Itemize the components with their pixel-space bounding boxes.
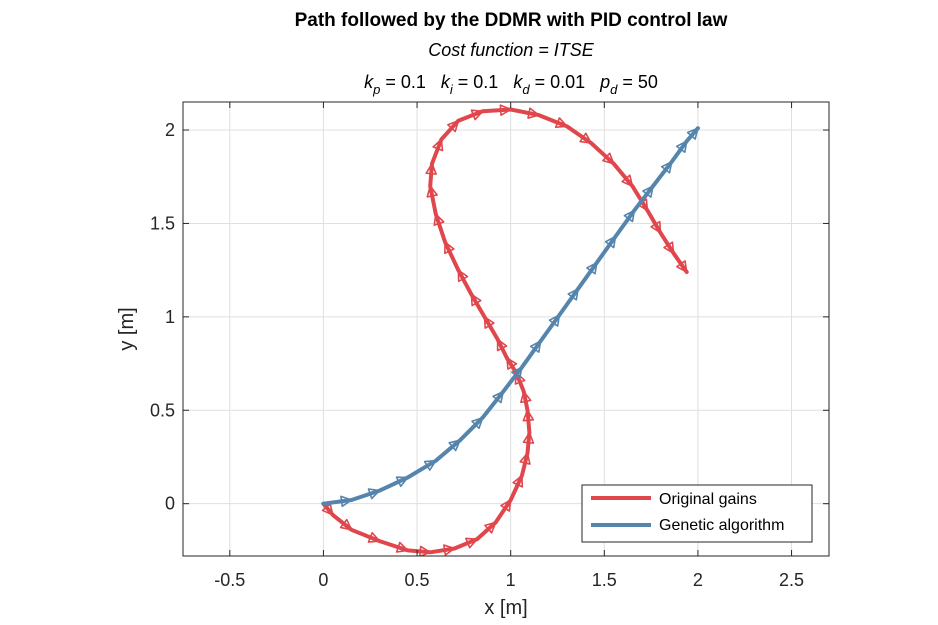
series-point-genetic-algorithm xyxy=(511,366,523,380)
series-point-original-gains xyxy=(470,109,484,121)
series-point-genetic-algorithm xyxy=(395,476,409,488)
chart-title: Path followed by the DDMR with PID contr… xyxy=(295,10,728,31)
x-tick-label: 2.5 xyxy=(779,570,804,590)
x-tick-label: 0.5 xyxy=(405,570,430,590)
series-point-original-gains xyxy=(425,162,437,175)
series-point-original-gains xyxy=(444,241,455,255)
series-point-genetic-algorithm xyxy=(340,495,353,508)
series-point-original-gains xyxy=(499,104,512,116)
plot-frame xyxy=(182,101,830,557)
series-point-genetic-algorithm xyxy=(448,439,461,452)
x-tick-label: 1 xyxy=(506,570,516,590)
series-point-genetic-algorithm xyxy=(492,390,505,404)
series-point-original-gains xyxy=(522,431,535,444)
y-tick-label: 0 xyxy=(165,494,175,514)
series-point-genetic-algorithm xyxy=(529,340,542,353)
param-gap xyxy=(426,72,441,92)
y-tick-label: 1.5 xyxy=(150,213,175,233)
series-point-genetic-algorithm xyxy=(567,287,579,301)
series-point-original-gains xyxy=(321,503,334,516)
series-point-original-gains xyxy=(483,316,495,329)
series-point-original-gains xyxy=(663,241,675,255)
series-point-original-gains xyxy=(519,452,531,465)
series-point-genetic-algorithm xyxy=(660,161,673,174)
param-subscript: p xyxy=(372,82,380,97)
y-tick-label: 0.5 xyxy=(150,400,175,420)
param-value: = 0.1 xyxy=(453,72,499,92)
series-point-original-gains xyxy=(496,338,508,352)
series-point-original-gains xyxy=(447,119,460,133)
y-axis-label: y [m] xyxy=(116,307,138,350)
x-tick-label: -0.5 xyxy=(214,570,245,590)
series-line-original-gains xyxy=(321,107,689,555)
legend: Original gains Genetic algorithm xyxy=(581,484,813,543)
series-point-original-gains xyxy=(512,474,524,488)
series-point-original-gains xyxy=(484,521,497,534)
series-point-original-gains xyxy=(367,531,381,543)
x-axis-label: x [m] xyxy=(484,597,527,619)
y-tick-label: 2 xyxy=(165,120,175,140)
chart-subtitle: Cost function = ITSE xyxy=(428,40,595,60)
series-point-original-gains xyxy=(602,152,615,165)
series-point-original-gains xyxy=(433,213,445,226)
series-point-original-gains xyxy=(554,117,568,129)
plot-area xyxy=(183,102,829,556)
series-point-genetic-algorithm xyxy=(686,127,699,140)
y-tick-label: 1 xyxy=(165,307,175,327)
series-point-original-gains xyxy=(443,544,456,556)
series-point-genetic-algorithm xyxy=(623,209,636,223)
series-point-genetic-algorithm xyxy=(675,140,688,154)
series-point-original-gains xyxy=(522,409,535,422)
ticks: -0.5 0 0.5 1 1.5 2 2.5 0 0.5 1 1.5 2 xyxy=(150,102,829,590)
series-point-genetic-algorithm xyxy=(423,459,437,471)
series-point-original-gains xyxy=(506,357,518,370)
series-point-original-gains xyxy=(339,518,353,531)
series-point-original-gains xyxy=(419,545,432,556)
param-symbol: k xyxy=(513,72,523,92)
param-gap xyxy=(585,72,600,92)
series-group xyxy=(321,104,700,556)
series-point-original-gains xyxy=(621,174,634,187)
series-point-genetic-algorithm xyxy=(367,488,381,500)
series-point-original-gains xyxy=(457,269,469,283)
series-point-genetic-algorithm xyxy=(548,314,561,327)
param-symbol: p xyxy=(599,72,610,92)
series-point-original-gains xyxy=(520,390,532,404)
x-tick-label: 0 xyxy=(318,570,328,590)
series-point-original-gains xyxy=(470,293,482,307)
series-point-original-gains xyxy=(426,185,438,198)
legend-box xyxy=(581,484,813,543)
param-subscript: d xyxy=(610,82,618,97)
param-symbol: k xyxy=(364,72,374,92)
legend-label-genetic-algorithm: Genetic algorithm xyxy=(659,517,784,534)
param-value: = 0.1 xyxy=(380,72,426,92)
param-symbol: k xyxy=(441,72,451,92)
chart-params-line: kp = 0.1 ki = 0.1 kd = 0.01 pd = 50 xyxy=(364,72,658,97)
series-point-genetic-algorithm xyxy=(642,185,654,198)
series-point-original-gains xyxy=(465,537,478,549)
x-tick-label: 2 xyxy=(693,570,703,590)
series-point-original-gains xyxy=(650,220,662,234)
param-subscript: d xyxy=(522,82,530,97)
param-value: = 50 xyxy=(617,72,658,92)
chart-params-text: kp = 0.1 ki = 0.1 kd = 0.01 pd = 50 xyxy=(364,72,658,97)
series-point-original-gains xyxy=(432,138,444,152)
series-point-genetic-algorithm xyxy=(471,416,484,430)
legend-label-original-gains: Original gains xyxy=(659,491,757,508)
series-point-original-gains xyxy=(395,541,409,553)
param-gap xyxy=(498,72,513,92)
series-point-genetic-algorithm xyxy=(586,261,598,275)
series-point-genetic-algorithm xyxy=(604,235,617,249)
series-point-original-gains xyxy=(579,132,593,144)
param-value: = 0.01 xyxy=(530,72,586,92)
x-tick-label: 1.5 xyxy=(592,570,617,590)
series-point-original-gains xyxy=(500,499,512,512)
series-point-original-gains xyxy=(527,107,540,119)
series-point-original-gains xyxy=(676,260,688,273)
param-subscript: i xyxy=(450,82,454,97)
